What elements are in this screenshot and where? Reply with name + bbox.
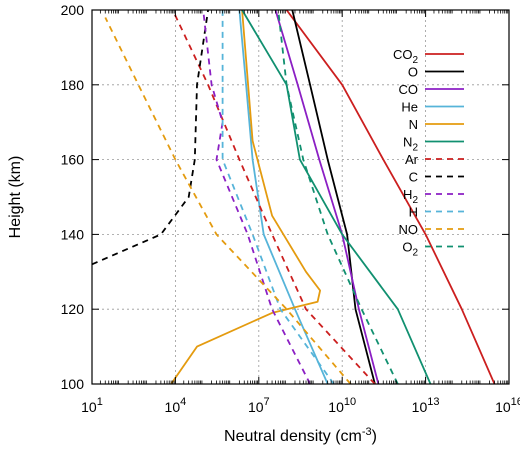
legend-label-he: He bbox=[401, 100, 418, 115]
y-tick-label: 180 bbox=[61, 77, 85, 93]
series-line-co bbox=[274, 10, 380, 384]
legend-label-h2: H2 bbox=[403, 187, 418, 206]
x-tick-label: 1013 bbox=[412, 396, 440, 415]
series-line-ar-dashed bbox=[171, 10, 376, 384]
x-tick-labels: 101 104 107 1010 1013 1016 bbox=[81, 396, 520, 415]
series-line-n2 bbox=[241, 10, 432, 384]
series-curves bbox=[92, 10, 496, 384]
series-line-h2-dashed bbox=[202, 10, 311, 384]
series-line-co2 bbox=[285, 10, 496, 384]
legend-label-h: H bbox=[409, 205, 418, 220]
y-tick-label: 100 bbox=[61, 376, 85, 392]
x-tick-label: 1016 bbox=[495, 396, 520, 415]
legend-label-co2: CO2 bbox=[393, 47, 419, 66]
legend-label-c: C bbox=[409, 170, 418, 185]
legend-label-o2: O2 bbox=[402, 240, 418, 259]
series-line-no-dashed bbox=[104, 17, 352, 384]
x-tick-label: 1010 bbox=[328, 396, 356, 415]
y-tick-label: 120 bbox=[61, 301, 85, 317]
x-axis-label: Neutral density (cm-3) bbox=[224, 426, 377, 445]
y-axis-label: Height (km) bbox=[7, 156, 24, 239]
series-line-h-dashed bbox=[221, 10, 335, 384]
legend-label-ar: Ar bbox=[405, 152, 419, 167]
x-tick-label: 101 bbox=[81, 396, 103, 415]
y-tick-label: 140 bbox=[61, 226, 85, 242]
y-tick-label: 160 bbox=[61, 152, 85, 168]
y-tick-label: 200 bbox=[61, 2, 85, 18]
y-tick-labels: 100 120 140 160 180 200 bbox=[61, 2, 85, 392]
legend-label-co: CO bbox=[399, 82, 419, 97]
series-line-he bbox=[238, 10, 329, 384]
series-line-c-dashed bbox=[92, 10, 209, 266]
series-line-o2-dashed bbox=[277, 10, 399, 384]
legend-label-o: O bbox=[408, 65, 418, 80]
x-tick-label: 107 bbox=[248, 396, 270, 415]
plot-frame bbox=[91, 9, 510, 385]
axis-ticks bbox=[91, 9, 510, 385]
grid bbox=[92, 10, 509, 384]
series-line-o bbox=[291, 10, 376, 384]
legend-label-no: NO bbox=[399, 222, 419, 237]
series-line-n bbox=[170, 10, 321, 384]
legend-label-n: N bbox=[409, 117, 418, 132]
legend-label-n2: N2 bbox=[403, 135, 418, 154]
x-tick-label: 104 bbox=[165, 396, 187, 415]
